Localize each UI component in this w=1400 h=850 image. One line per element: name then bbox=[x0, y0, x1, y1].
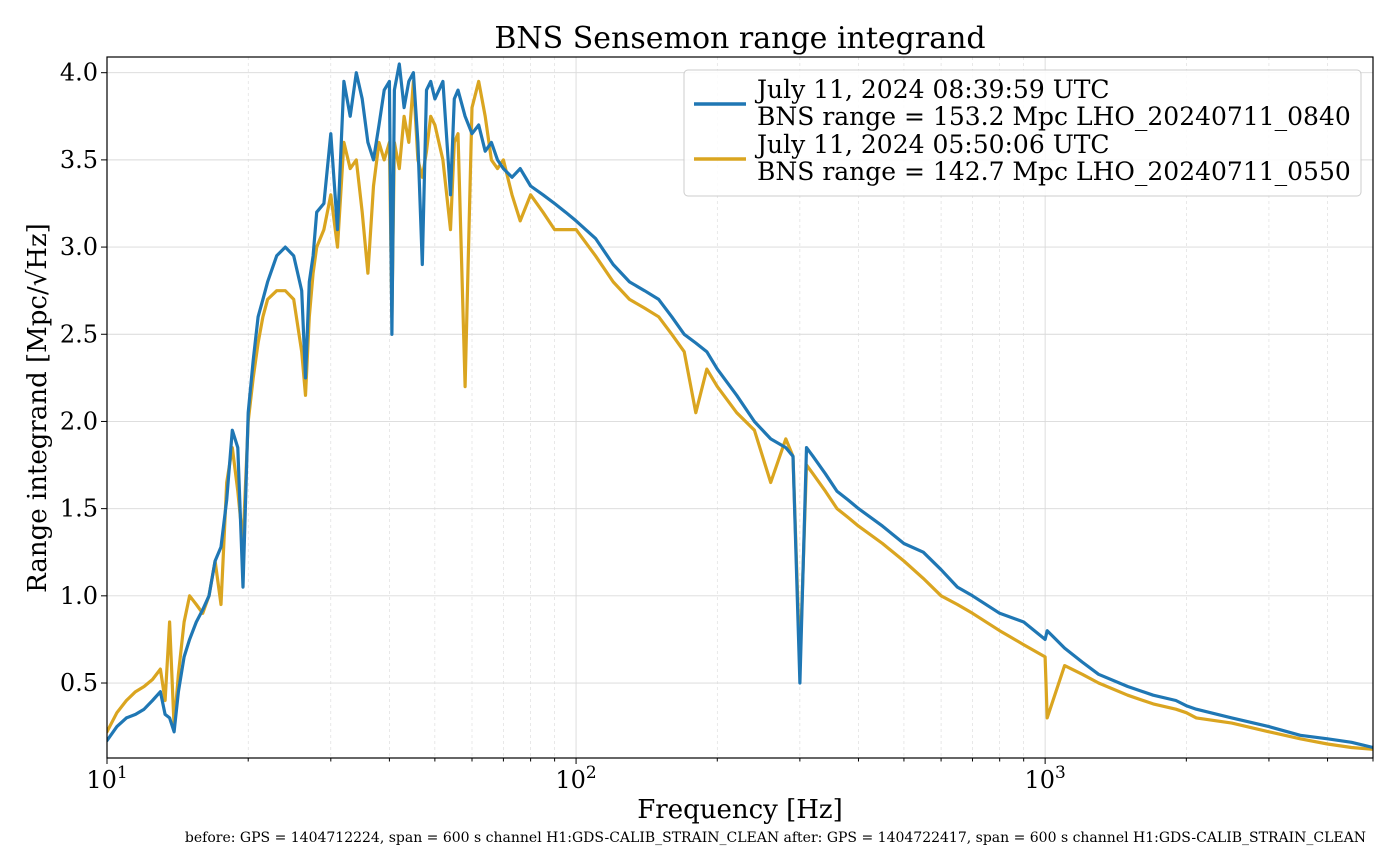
legend-box bbox=[683, 69, 1362, 197]
legend-label-series-1-range: BNS range = 153.2 Mpc LHO_20240711_0840 bbox=[757, 102, 1351, 131]
y-tick-label: 4.0 bbox=[60, 59, 98, 87]
series-line-1 bbox=[107, 62, 1373, 750]
legend-label-series-2: July 11, 2024 05:50:06 UTC bbox=[754, 130, 1110, 159]
legend-label-series-1: July 11, 2024 08:39:59 UTC bbox=[754, 75, 1110, 104]
y-tick-label: 3.5 bbox=[60, 146, 98, 174]
y-tick-label: 1.5 bbox=[60, 495, 98, 523]
y-axis-label: Range integrand [Mpc/√Hz] bbox=[23, 223, 53, 593]
x-tick-label: 102 bbox=[555, 763, 596, 794]
x-tick-label: 101 bbox=[86, 763, 127, 794]
chart-title: BNS Sensemon range integrand bbox=[494, 21, 985, 56]
y-tick-label: 3.0 bbox=[60, 233, 98, 261]
series-lines bbox=[107, 62, 1373, 751]
y-tick-label: 2.5 bbox=[60, 320, 98, 348]
y-tick-label: 2.0 bbox=[60, 407, 98, 435]
x-tick-label: 103 bbox=[1024, 763, 1065, 794]
plot-frame bbox=[106, 56, 1374, 759]
footer-note: before: GPS = 1404712224, span = 600 s c… bbox=[185, 830, 1366, 846]
axis-ticks: 0.5 1.0 1.5 2.0 2.5 3.0 3.5 4.0 101 102 103 bbox=[60, 59, 1374, 794]
y-tick-label: 1.0 bbox=[60, 582, 98, 610]
legend-label-series-2-range: BNS range = 142.7 Mpc LHO_20240711_0550 bbox=[757, 157, 1351, 186]
y-tick-label: 0.5 bbox=[60, 669, 98, 697]
x-axis-label: Frequency [Hz] bbox=[637, 795, 843, 825]
legend: July 11, 2024 08:39:59 UTC BNS range = 1… bbox=[683, 69, 1362, 197]
